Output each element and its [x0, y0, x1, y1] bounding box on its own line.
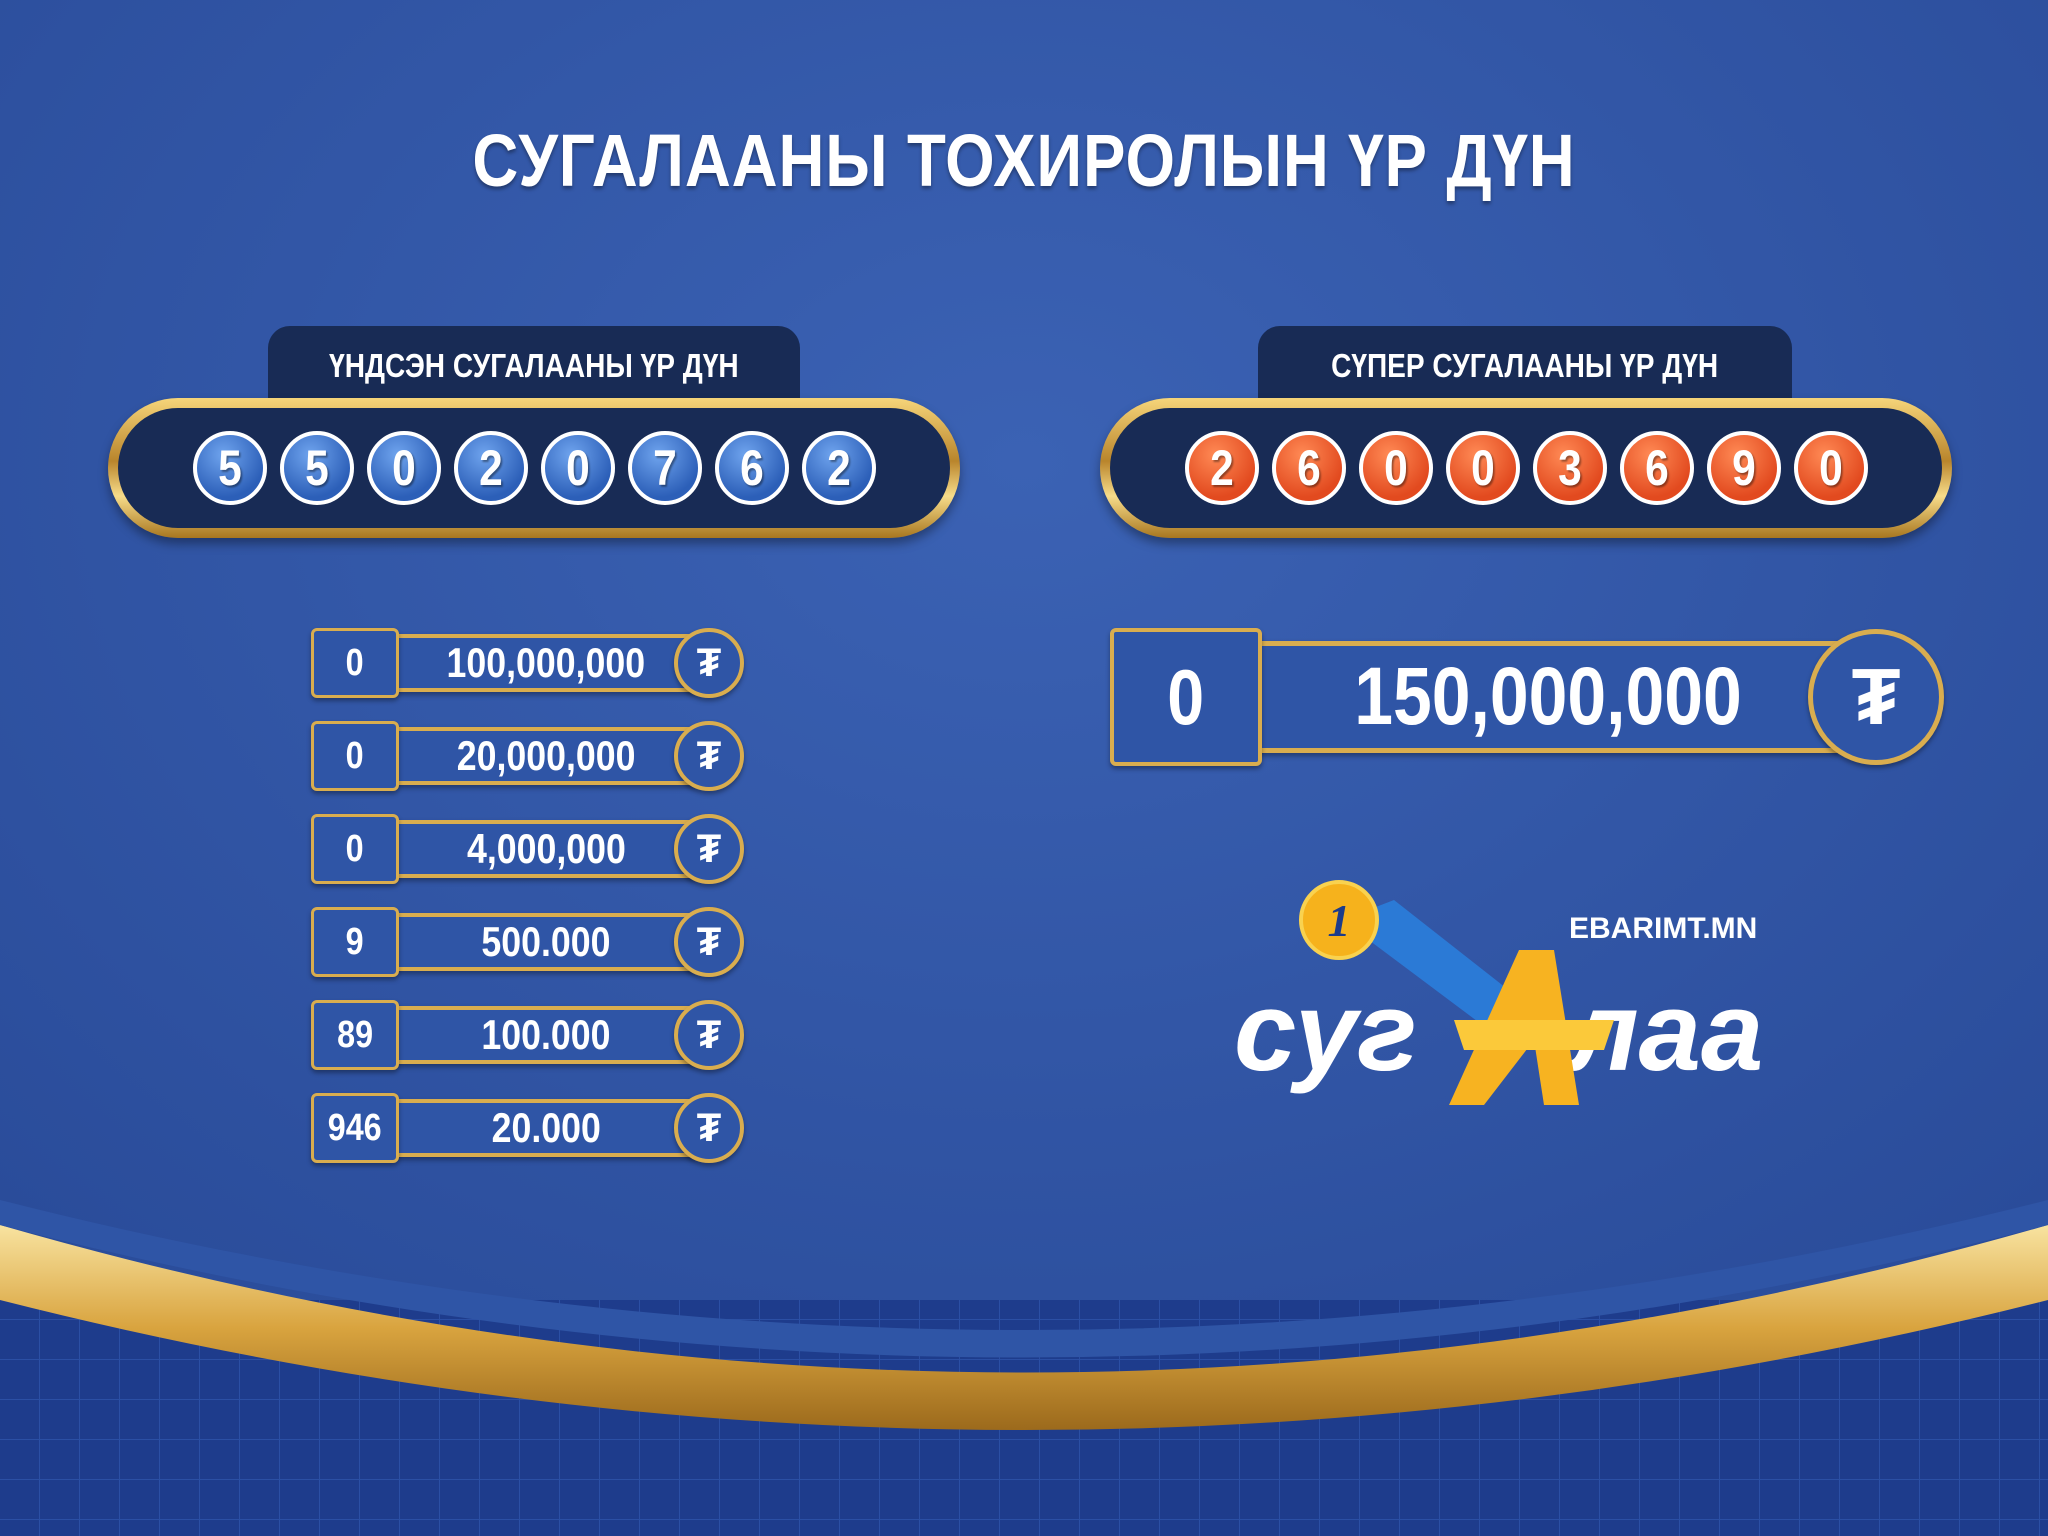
- prize-row: 0 100,000,000 ₮: [311, 628, 744, 698]
- ball-number: 2: [1209, 440, 1234, 496]
- ball-number: 6: [739, 440, 764, 496]
- tugrik-icon: ₮: [674, 1000, 744, 1070]
- ball-number: 0: [391, 440, 416, 496]
- number-ball: 5: [192, 431, 267, 505]
- prize-amount: 4,000,000: [396, 820, 696, 878]
- ball-number: 0: [1818, 440, 1843, 496]
- ball-number: 7: [652, 440, 677, 496]
- prize-amount: 500.000: [396, 913, 696, 971]
- ball-number: 6: [1296, 440, 1321, 496]
- ball-number: 3: [1557, 440, 1582, 496]
- ball-number: 5: [304, 440, 329, 496]
- prize-row: 0 4,000,000 ₮: [311, 814, 744, 884]
- prize-amount: 20.000: [396, 1099, 696, 1157]
- prize-amount: 20,000,000: [396, 727, 696, 785]
- ball-number: 0: [1470, 440, 1495, 496]
- logo-badge: 1: [1328, 895, 1351, 946]
- number-ball: 5: [279, 431, 354, 505]
- sugalaa-logo: 1 EBARIMT.MN суг лаа: [1234, 880, 1763, 1105]
- number-ball: 0: [1793, 431, 1868, 505]
- super-draw-label: СҮПЕР СУГАЛААНЫ ҮР ДҮН: [1258, 326, 1792, 406]
- number-ball: 7: [627, 431, 702, 505]
- number-ball: 2: [1184, 431, 1259, 505]
- winner-count: 0: [311, 721, 399, 791]
- winner-count: 89: [311, 1000, 399, 1070]
- winner-count: 946: [311, 1093, 399, 1163]
- ball-number: 9: [1731, 440, 1756, 496]
- prize-row: 946 20.000 ₮: [311, 1093, 744, 1163]
- ball-number: 6: [1644, 440, 1669, 496]
- prize-amount: 100,000,000: [396, 634, 696, 692]
- prize-row: 0 20,000,000 ₮: [311, 721, 744, 791]
- ball-number: 0: [1383, 440, 1408, 496]
- prize-row: 89 100.000 ₮: [311, 1000, 744, 1070]
- number-ball: 9: [1706, 431, 1781, 505]
- winner-count: 0: [1110, 628, 1262, 766]
- prize-amount: 100.000: [396, 1006, 696, 1064]
- tugrik-icon: ₮: [674, 1093, 744, 1163]
- logo-text-left: суг: [1234, 969, 1417, 1094]
- number-ball: 2: [453, 431, 528, 505]
- number-ball: 6: [1619, 431, 1694, 505]
- number-ball: 6: [1271, 431, 1346, 505]
- tugrik-icon: ₮: [674, 814, 744, 884]
- tugrik-icon: ₮: [674, 628, 744, 698]
- ball-number: 2: [826, 440, 851, 496]
- winner-count: 0: [311, 628, 399, 698]
- main-draw-label: ҮНДСЭН СУГАЛААНЫ ҮР ДҮН: [268, 326, 800, 406]
- number-ball: 6: [714, 431, 789, 505]
- logo-site: EBARIMT.MN: [1569, 912, 1757, 945]
- ball-number: 2: [478, 440, 503, 496]
- prize-row: 9 500.000 ₮: [311, 907, 744, 977]
- tugrik-icon: ₮: [674, 721, 744, 791]
- number-ball: 0: [1358, 431, 1433, 505]
- super-prize-row: 0 150,000,000 ₮: [1110, 628, 1944, 766]
- number-ball: 0: [1445, 431, 1520, 505]
- page-title: СУГАЛААНЫ ТОХИРОЛЫН ҮР ДҮН: [472, 119, 1576, 202]
- number-ball: 0: [540, 431, 615, 505]
- super-draw-numbers: 2 6 0 0 3 6 9 0: [1100, 398, 1952, 538]
- number-ball: 2: [801, 431, 876, 505]
- number-ball: 3: [1532, 431, 1607, 505]
- ball-number: 5: [217, 440, 242, 496]
- main-draw-numbers: 5 5 0 2 0 7 6 2: [108, 398, 960, 538]
- tugrik-icon: ₮: [674, 907, 744, 977]
- winner-count: 9: [311, 907, 399, 977]
- prize-amount: 150,000,000: [1258, 641, 1838, 753]
- ball-number: 0: [565, 440, 590, 496]
- number-ball: 0: [366, 431, 441, 505]
- winner-count: 0: [311, 814, 399, 884]
- tugrik-icon: ₮: [1808, 629, 1944, 765]
